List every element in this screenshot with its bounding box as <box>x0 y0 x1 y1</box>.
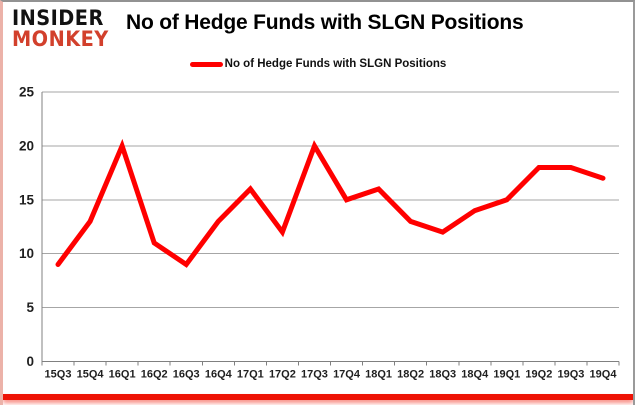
x-axis-label: 18Q2 <box>397 369 424 381</box>
insider-monkey-logo: INSIDER MONKEY <box>12 8 109 50</box>
y-axis-label: 5 <box>26 300 34 315</box>
x-axis-label: 19Q4 <box>590 369 618 381</box>
x-axis-label: 17Q3 <box>301 369 328 381</box>
x-axis-label: 17Q1 <box>237 369 264 381</box>
x-axis-label: 17Q4 <box>333 369 361 381</box>
legend-line-swatch <box>189 61 223 67</box>
x-axis-label: 16Q2 <box>141 369 168 381</box>
logo-monkey-text: MONKEY <box>12 27 109 51</box>
x-axis-label: 19Q1 <box>493 369 520 381</box>
logo-insider-text: INSIDER <box>12 6 104 30</box>
x-axis-label: 15Q3 <box>45 369 72 381</box>
y-axis-label: 15 <box>19 192 35 207</box>
x-axis-label: 15Q4 <box>77 369 105 381</box>
y-axis-label: 0 <box>26 354 34 369</box>
legend-label: No of Hedge Funds with SLGN Positions <box>224 58 447 70</box>
x-axis-label: 18Q3 <box>429 369 456 381</box>
chart-svg: 0 5 10 15 20 25 15Q3 15Q4 16Q1 16Q2 16Q3 16Q4 17Q1 17… <box>19 85 620 381</box>
x-axis-label: 18Q1 <box>365 369 392 381</box>
legend: No of Hedge Funds with SLGN Positions <box>3 57 633 71</box>
y-axis-label: 25 <box>19 85 35 100</box>
x-axis-label: 17Q2 <box>269 369 296 381</box>
series-line <box>55 138 606 268</box>
x-axis-label: 19Q3 <box>557 369 584 381</box>
x-axis-label: 16Q1 <box>109 369 136 381</box>
x-axis-label: 16Q4 <box>205 369 233 381</box>
x-axis-label: 18Q4 <box>461 369 489 381</box>
x-axis-label: 19Q2 <box>525 369 552 381</box>
x-axis-label: 16Q3 <box>173 369 200 381</box>
chart-title: No of Hedge Funds with SLGN Positions <box>126 11 524 34</box>
y-axis-label: 10 <box>19 246 34 261</box>
y-axis-label: 20 <box>19 138 34 153</box>
bottom-accent-bar <box>3 394 633 400</box>
